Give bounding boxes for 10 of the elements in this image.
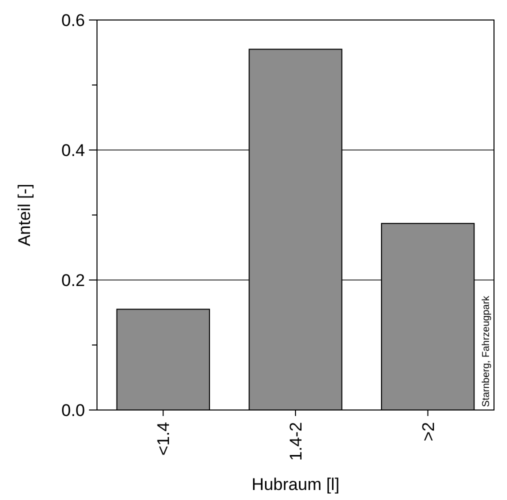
- y-tick-label: 0.2: [61, 270, 85, 290]
- y-axis-title: Anteil [-]: [15, 184, 34, 246]
- x-axis-title: Hubraum [l]: [252, 475, 340, 494]
- annotation: Starnberg, Fahrzeugpark: [481, 294, 492, 407]
- x-tick-label: 1.4-2: [286, 422, 306, 461]
- y-tick-label: 0.0: [61, 400, 85, 420]
- x-tick-label: <1.4: [154, 422, 174, 456]
- y-tick-label: 0.4: [61, 140, 85, 160]
- x-tick-label: >2: [418, 422, 438, 442]
- y-tick-label: 0.6: [61, 10, 85, 30]
